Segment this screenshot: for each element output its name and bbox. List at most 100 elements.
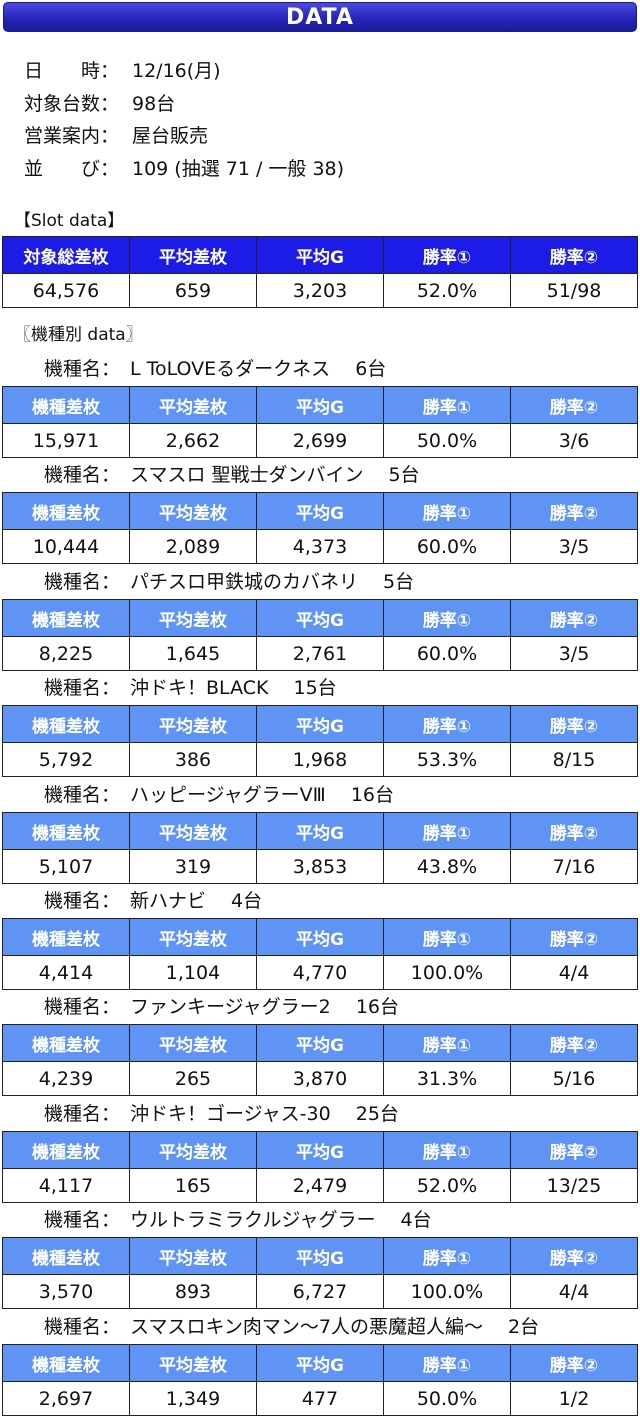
model-name-label: 機種名： <box>44 784 121 806</box>
header-cell: 平均G <box>256 1237 384 1275</box>
table-row: 5,107 319 3,853 43.8% 7/16 <box>2 849 638 884</box>
model-name-row: 機種名： 沖ドキ！BLACK 15台 <box>44 673 337 700</box>
table-cell: 2,697 <box>2 1381 130 1416</box>
model-name-label: 機種名： <box>44 571 121 593</box>
model-name-label: 機種名： <box>44 358 121 380</box>
table-cell: 1/2 <box>510 1381 638 1416</box>
info-row-guide: 営業案内： 屋台販売 <box>24 121 208 148</box>
header-cell: 勝率① <box>383 1131 511 1169</box>
header-cell: 勝率① <box>383 599 511 637</box>
model-name: スマスロキン肉マン～7人の悪魔超人編～ 2台 <box>130 1316 540 1338</box>
table-header-row: 機種差枚 平均差枚 平均G 勝率① 勝率② <box>2 1237 638 1275</box>
table-cell: 13/25 <box>510 1168 638 1203</box>
info-row-queue: 並 び： 109 (抽選 71 / 一般 38) <box>24 154 344 181</box>
info-value: 屋台販売 <box>132 125 209 147</box>
model-name: スマスロ 聖戦士ダンバイン 5台 <box>130 464 420 486</box>
model-name: パチスロ甲鉄城のカバネリ 5台 <box>130 571 415 593</box>
table-cell: 5/16 <box>510 1061 638 1096</box>
model-name-label: 機種名： <box>44 1209 121 1231</box>
table-cell: 1,104 <box>129 955 257 990</box>
header-cell: 勝率① <box>383 705 511 743</box>
table-cell: 3,853 <box>256 849 384 884</box>
header-cell: 勝率① <box>383 1024 511 1062</box>
model-section-label: 〖機種別 data〗 <box>14 325 143 345</box>
header-cell: 平均G <box>256 1344 384 1382</box>
model-name-row: 機種名： ウルトラミラクルジャグラー 4台 <box>44 1205 432 1232</box>
header-cell: 平均G <box>256 599 384 637</box>
table-header-row: 機種差枚 平均差枚 平均G 勝率① 勝率② <box>2 1131 638 1169</box>
model-name: L ToLOVEるダークネス 6台 <box>130 358 387 380</box>
model-name-row: 機種名： スマスロ 聖戦士ダンバイン 5台 <box>44 460 420 487</box>
table-row: 5,792 386 1,968 53.3% 8/15 <box>2 742 638 777</box>
header-cell: 平均G <box>256 705 384 743</box>
table-header-row: 機種差枚 平均差枚 平均G 勝率① 勝率② <box>2 1024 638 1062</box>
table-cell: 4,117 <box>2 1168 130 1203</box>
table-cell: 53.3% <box>383 742 511 777</box>
header-cell: 勝率② <box>510 1131 638 1169</box>
info-key: 営業案内： <box>24 125 120 147</box>
model-name-row: 機種名： スマスロキン肉マン～7人の悪魔超人編～ 2台 <box>44 1312 539 1339</box>
header-cell: 勝率② <box>510 1024 638 1062</box>
table-cell: 893 <box>129 1274 257 1309</box>
slot-data-table: 対象総差枚 平均差枚 平均G 勝率① 勝率② 64,576 659 3,203 … <box>2 236 638 308</box>
info-key: 対象台数： <box>24 93 120 115</box>
table-header-row: 機種差枚 平均差枚 平均G 勝率① 勝率② <box>2 599 638 637</box>
model-name-label: 機種名： <box>44 464 121 486</box>
model-name-label: 機種名： <box>44 996 121 1018</box>
header-cell: 勝率① <box>383 918 511 956</box>
table-cell: 50.0% <box>383 1381 511 1416</box>
model-name: 新ハナビ 4台 <box>130 890 263 912</box>
table-header-row: 機種差枚 平均差枚 平均G 勝率① 勝率② <box>2 386 638 424</box>
table-cell: 2,699 <box>256 423 384 458</box>
table-row: 10,444 2,089 4,373 60.0% 3/5 <box>2 529 638 564</box>
header-cell: 平均差枚 <box>129 1237 257 1275</box>
model-data-table: 機種差枚 平均差枚 平均G 勝率① 勝率② 3,570 893 6,727 100.0% 4/4 <box>2 1237 638 1309</box>
header-cell: 勝率② <box>510 705 638 743</box>
table-cell: 3/5 <box>510 529 638 564</box>
table-cell: 3/5 <box>510 636 638 671</box>
table-cell: 10,444 <box>2 529 130 564</box>
model-name-row: 機種名： 沖ドキ！ゴージャス-30 25台 <box>44 1099 399 1126</box>
model-name-label: 機種名： <box>44 1103 121 1125</box>
table-cell: 31.3% <box>383 1061 511 1096</box>
table-header-row: 対象総差枚 平均差枚 平均G 勝率① 勝率② <box>2 236 638 274</box>
table-cell: 8/15 <box>510 742 638 777</box>
header-cell: 平均差枚 <box>129 1344 257 1382</box>
header-cell: 勝率① <box>383 812 511 850</box>
header-cell: 平均差枚 <box>129 386 257 424</box>
header-cell: 平均差枚 <box>129 705 257 743</box>
table-cell: 60.0% <box>383 529 511 564</box>
table-row: 2,697 1,349 477 50.0% 1/2 <box>2 1381 638 1416</box>
table-header-row: 機種差枚 平均差枚 平均G 勝率① 勝率② <box>2 812 638 850</box>
table-row: 4,117 165 2,479 52.0% 13/25 <box>2 1168 638 1203</box>
model-name: ハッピージャグラーVⅢ 16台 <box>130 784 394 806</box>
model-data-table: 機種差枚 平均差枚 平均G 勝率① 勝率② 15,971 2,662 2,699 50.0% 3/… <box>2 386 638 458</box>
model-data-table: 機種差枚 平均差枚 平均G 勝率① 勝率② 4,117 165 2,479 52.0% 13/25 <box>2 1131 638 1203</box>
table-cell: 1,968 <box>256 742 384 777</box>
header-cell: 勝率② <box>510 236 638 274</box>
info-row-date: 日 時： 12/16(月) <box>24 56 221 83</box>
table-header-row: 機種差枚 平均差枚 平均G 勝率① 勝率② <box>2 1344 638 1382</box>
model-name-label: 機種名： <box>44 677 121 699</box>
table-cell: 50.0% <box>383 423 511 458</box>
header-cell: 機種差枚 <box>2 1344 130 1382</box>
table-cell: 15,971 <box>2 423 130 458</box>
table-cell: 43.8% <box>383 849 511 884</box>
header-cell: 平均差枚 <box>129 812 257 850</box>
header-cell: 平均G <box>256 1024 384 1062</box>
info-value: 12/16(月) <box>132 60 221 82</box>
table-cell: 3,870 <box>256 1061 384 1096</box>
table-header-row: 機種差枚 平均差枚 平均G 勝率① 勝率② <box>2 918 638 956</box>
model-data-table: 機種差枚 平均差枚 平均G 勝率① 勝率② 2,697 1,349 477 50.0% 1/2 <box>2 1344 638 1416</box>
model-name-row: 機種名： ファンキージャグラー2 16台 <box>44 992 399 1019</box>
model-name: 沖ドキ！BLACK 15台 <box>130 677 337 699</box>
header-cell: 勝率② <box>510 599 638 637</box>
header-cell: 平均G <box>256 1131 384 1169</box>
table-cell: 4,770 <box>256 955 384 990</box>
header-cell: 機種差枚 <box>2 1131 130 1169</box>
header-cell: 勝率① <box>383 236 511 274</box>
model-name: ファンキージャグラー2 16台 <box>130 996 399 1018</box>
header-cell: 平均G <box>256 236 384 274</box>
header-cell: 勝率② <box>510 492 638 530</box>
table-cell: 165 <box>129 1168 257 1203</box>
